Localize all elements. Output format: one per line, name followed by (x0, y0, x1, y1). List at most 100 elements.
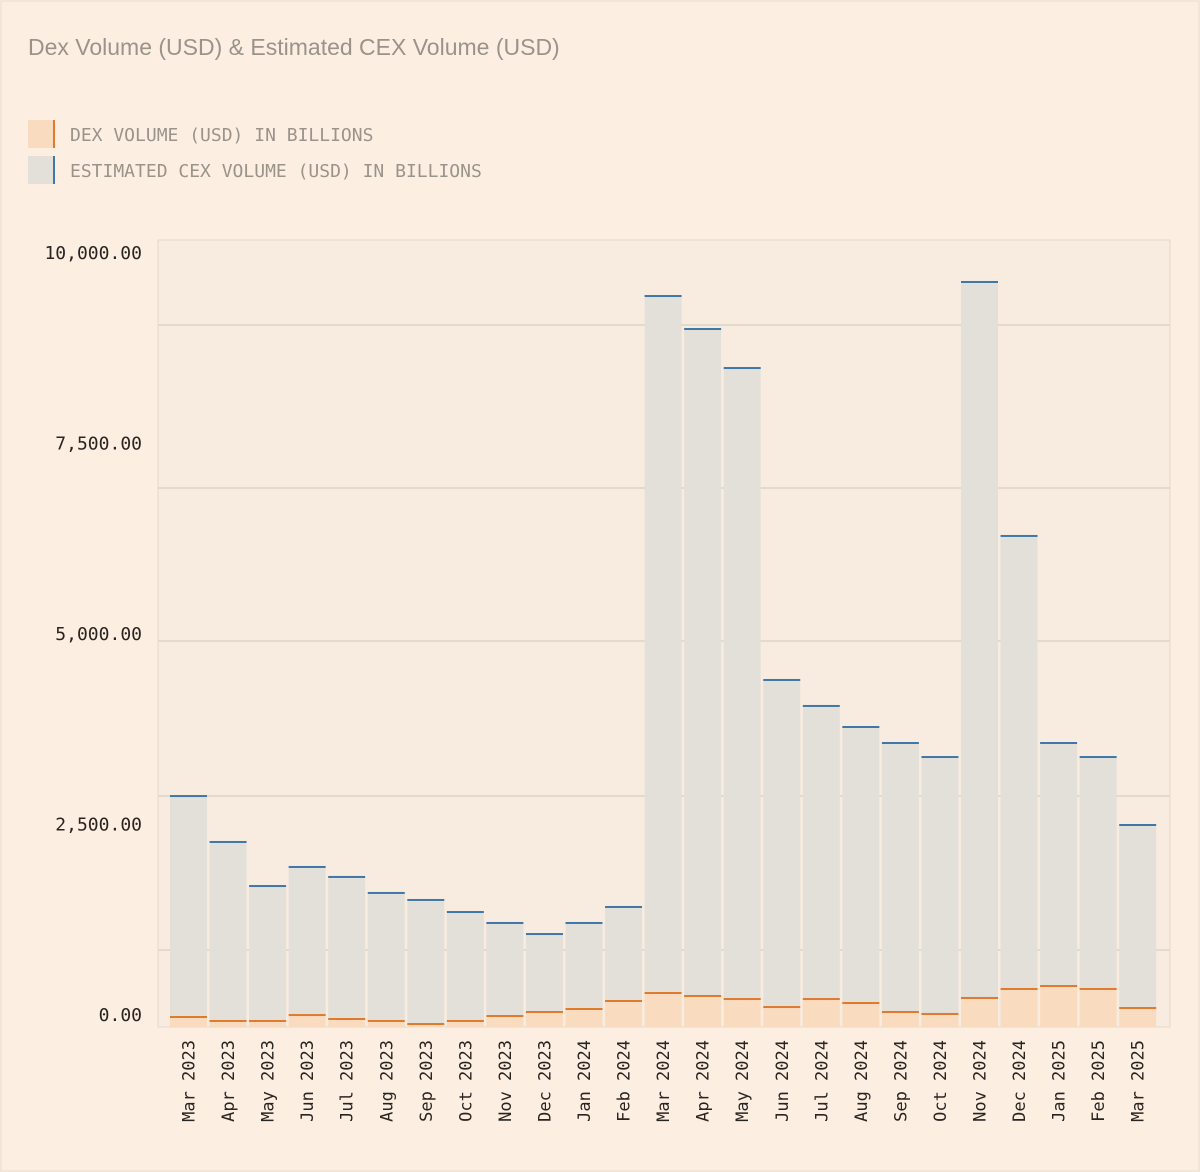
bar-cex (961, 281, 998, 998)
bar-dex-top (723, 998, 761, 1001)
bar-cex (644, 296, 682, 994)
x-tick-label: Mar 2025 (1129, 1040, 1149, 1122)
x-tick-label: Jul 2023 (338, 1040, 358, 1122)
bar-cex-top (921, 756, 959, 759)
x-tick-label: Nov 2023 (496, 1040, 516, 1122)
bar-dex (288, 1015, 326, 1027)
legend-swatch-dex (28, 120, 54, 148)
bar-dex-top (644, 992, 682, 995)
x-tick-label: Jan 2024 (575, 1040, 595, 1122)
bar-cex (288, 866, 326, 1016)
bar-cex-top (486, 921, 524, 924)
bar-dex-top (407, 1023, 445, 1026)
bar-dex-top (961, 996, 998, 999)
x-tick-label: Jul 2024 (812, 1040, 832, 1122)
bar-cex-top (209, 840, 247, 843)
bar-group (407, 898, 445, 1027)
bar-cex-top (605, 905, 643, 908)
bar-dex (407, 1024, 445, 1027)
bar-group (1000, 534, 1038, 1027)
bar-cex (209, 841, 247, 1021)
bar-dex (921, 1013, 959, 1027)
bar-group (209, 840, 247, 1027)
x-tick-label: May 2023 (259, 1040, 279, 1122)
bar-group (881, 742, 919, 1027)
y-tick-label: 0.00 (99, 1005, 142, 1026)
bar-cex (1079, 757, 1117, 989)
bar-group (921, 756, 959, 1027)
bar-cex-top (446, 911, 484, 914)
bar-group (446, 911, 484, 1027)
bar-cex (407, 899, 445, 1025)
x-tick-label: Feb 2024 (615, 1040, 635, 1122)
bars (170, 280, 1157, 1027)
x-tick-label: Apr 2023 (219, 1040, 239, 1122)
x-tick-label: Mar 2024 (654, 1040, 674, 1122)
bar-cex-top (288, 865, 326, 868)
bar-cex (170, 796, 207, 1018)
x-tick-label: Nov 2024 (971, 1040, 991, 1122)
bar-group (1119, 823, 1157, 1027)
legend-swatch-dex-edge (53, 120, 55, 148)
bar-cex-top (684, 328, 722, 331)
bar-dex (367, 1020, 405, 1027)
bar-group (170, 795, 207, 1027)
bar-cex (328, 876, 366, 1019)
bar-dex (1000, 988, 1038, 1027)
bar-dex-top (249, 1019, 287, 1022)
bar-cex (486, 922, 524, 1017)
x-tick-label: Apr 2024 (694, 1040, 714, 1122)
bar-dex-top (605, 1000, 643, 1003)
bar-cex (881, 743, 919, 1012)
bar-cex-top (565, 921, 603, 924)
bar-dex (1040, 986, 1078, 1027)
bar-cex-top (763, 678, 801, 681)
bar-cex-top (802, 704, 840, 707)
bar-cex-top (1000, 534, 1038, 537)
bar-group (723, 367, 761, 1027)
bar-group (525, 933, 563, 1027)
x-tick-label: Sep 2024 (891, 1040, 911, 1122)
bar-cex-top (1040, 742, 1078, 745)
bar-dex-top (209, 1019, 247, 1022)
bar-cex (723, 368, 761, 1000)
bar-group (1079, 756, 1117, 1027)
bar-cex (1040, 743, 1078, 987)
x-tick-label: Jan 2025 (1050, 1040, 1070, 1122)
bar-group (763, 678, 801, 1027)
bar-dex (802, 999, 840, 1027)
bar-cex (684, 329, 722, 996)
bar-group (1040, 742, 1078, 1027)
y-tick-label: 5,000.00 (55, 624, 142, 645)
bar-dex-top (288, 1014, 326, 1017)
y-tick-label: 7,500.00 (55, 434, 142, 455)
bar-dex (842, 1002, 880, 1027)
x-tick-label: Aug 2024 (852, 1040, 872, 1122)
bar-group (842, 726, 880, 1027)
bar-dex-top (446, 1019, 484, 1022)
bar-group (288, 865, 326, 1027)
bar-cex (921, 757, 959, 1014)
bar-dex (961, 997, 998, 1027)
bar-group (328, 875, 366, 1027)
bar-dex-top (328, 1017, 366, 1020)
bar-cex-top (644, 295, 682, 298)
bar-dex-top (486, 1015, 524, 1018)
bar-dex (525, 1011, 563, 1027)
bar-dex (1079, 988, 1117, 1027)
x-tick-label: Oct 2023 (456, 1040, 476, 1122)
bar-dex-top (170, 1016, 207, 1019)
bar-group (565, 921, 603, 1027)
bar-dex-top (842, 1001, 880, 1004)
bar-cex (525, 934, 563, 1012)
bar-cex (842, 727, 880, 1003)
x-tick-label: Dec 2024 (1010, 1040, 1030, 1122)
bar-dex (644, 993, 682, 1027)
bar-cex-top (842, 726, 880, 729)
bar-dex-top (763, 1006, 801, 1009)
bar-cex-top (881, 742, 919, 745)
bar-cex-top (367, 891, 405, 894)
